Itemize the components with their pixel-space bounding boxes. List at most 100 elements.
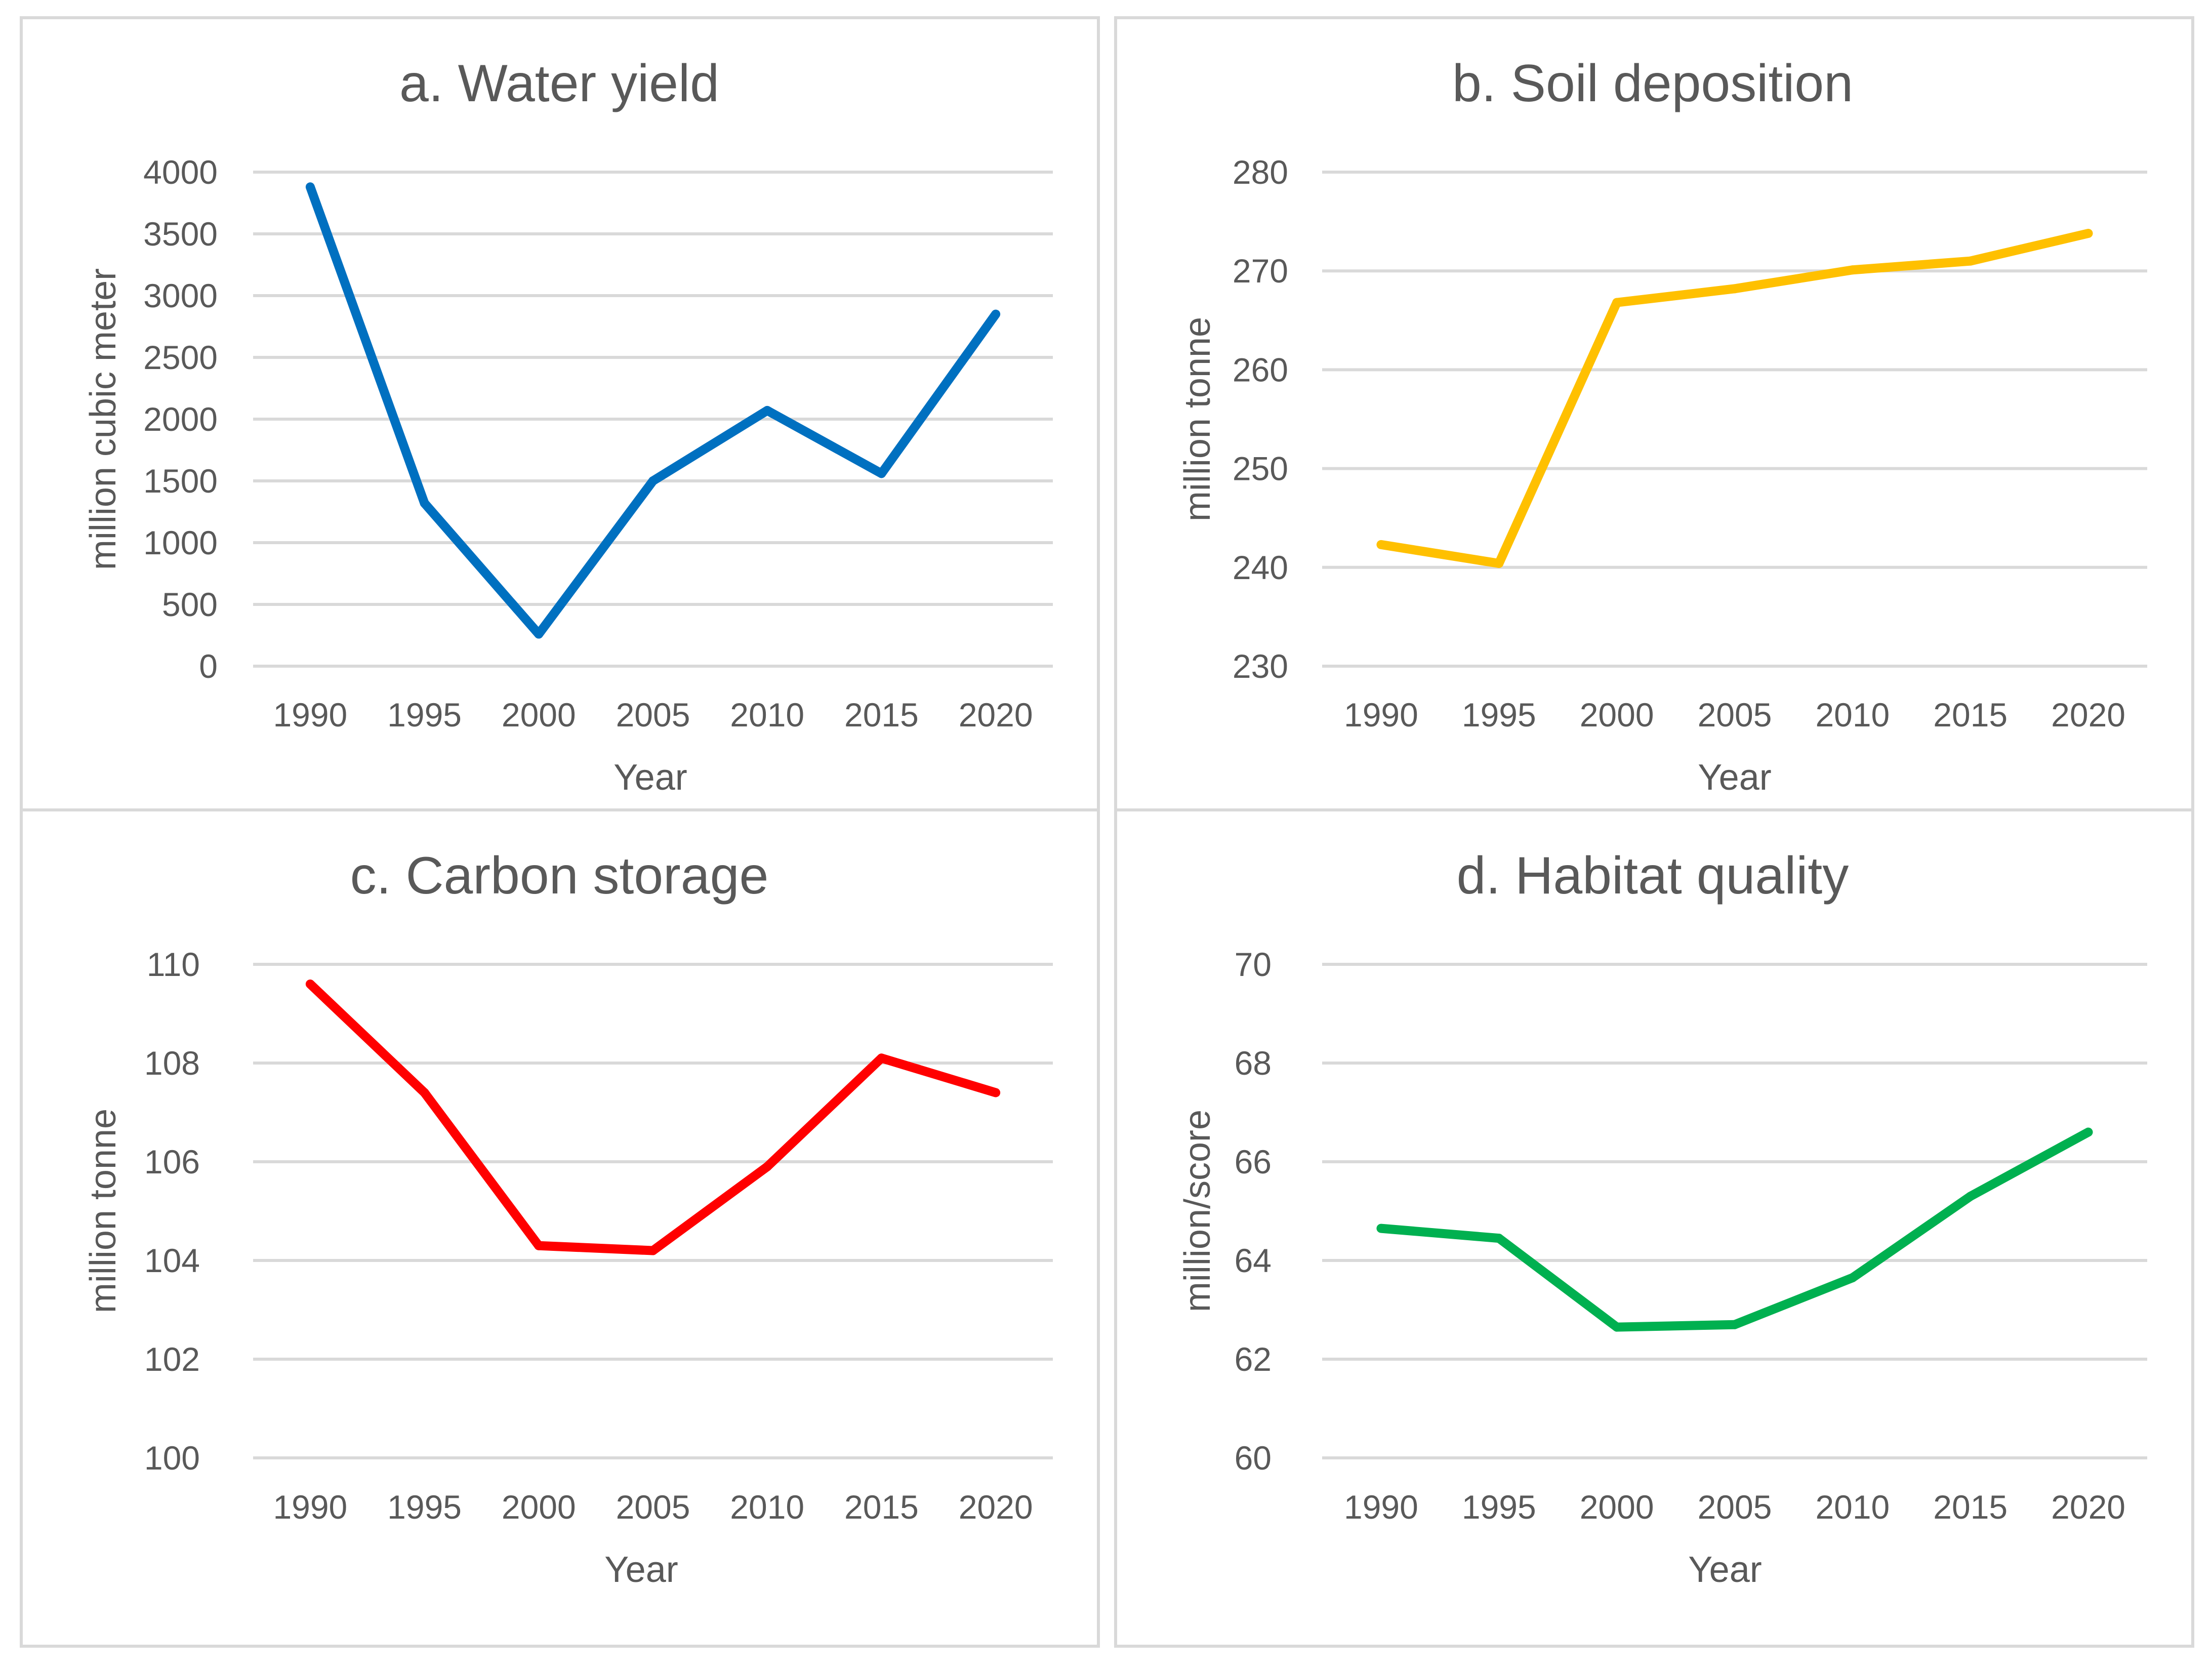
- y-tick-label: 64: [1235, 1242, 1272, 1279]
- line-segment-2015-2020: [1965, 229, 2093, 266]
- x-tick-label: 2015: [844, 696, 919, 733]
- y-tick-label: 280: [1233, 153, 1288, 191]
- series-habitat-quality: [1376, 1127, 2093, 1332]
- line-segment-1995-2000: [420, 1088, 544, 1250]
- x-tick-label: 1990: [273, 696, 347, 733]
- y-tick-label: 240: [1233, 549, 1288, 586]
- y-tick-label: 2000: [143, 400, 218, 438]
- x-tick-label: 1995: [387, 696, 462, 733]
- line-segment-2000-2005: [1612, 1320, 1739, 1332]
- line-segment-1995-2000: [1494, 298, 1622, 568]
- x-tick-label: 2010: [730, 696, 804, 733]
- y-tick-label: 100: [144, 1439, 200, 1477]
- chart-frame: [1114, 808, 2194, 1648]
- line-segment-2010-2015: [1848, 1192, 1975, 1283]
- line-segment-1990-1995: [1376, 1224, 1504, 1243]
- x-axis-title: Year: [604, 1550, 678, 1590]
- series-water-yield: [305, 182, 1001, 639]
- y-tick-label: 1000: [143, 524, 218, 561]
- y-tick-label: 62: [1235, 1340, 1272, 1378]
- x-axis-title: Year: [1698, 757, 1771, 798]
- x-tick-label: 2000: [1580, 1488, 1654, 1526]
- chart-title: d. Habitat quality: [1457, 846, 1849, 905]
- y-tick-label: 500: [162, 586, 218, 623]
- x-tick-label: 2020: [959, 696, 1033, 733]
- line-segment-1990-1995: [305, 182, 429, 508]
- x-tick-label: 2000: [502, 1488, 576, 1526]
- y-tick-label: 2500: [143, 339, 218, 376]
- series-carbon-storage: [305, 980, 1001, 1255]
- x-tick-label: 2020: [959, 1488, 1033, 1526]
- x-tick-label: 2010: [1815, 696, 1890, 733]
- x-tick-label: 2000: [1580, 696, 1654, 733]
- x-tick-label: 2020: [2051, 1488, 2125, 1526]
- line-segment-2000-2005: [1612, 284, 1739, 307]
- line-segment-2010-2015: [1848, 256, 1975, 275]
- x-tick-label: 2010: [730, 1488, 804, 1526]
- y-tick-label: 1500: [143, 462, 218, 500]
- y-tick-label: 108: [144, 1044, 200, 1082]
- line-segment-1995-2000: [1494, 1234, 1622, 1332]
- x-axis-title: Year: [1688, 1550, 1762, 1590]
- x-axis-title: Year: [613, 757, 687, 798]
- line-segment-2005-2010: [1730, 265, 1857, 294]
- x-tick-label: 1995: [387, 1488, 462, 1526]
- y-tick-label: 4000: [143, 153, 218, 191]
- chart-frame: [1114, 16, 2194, 811]
- y-axis-title: million cubic meter: [83, 268, 124, 570]
- y-axis-title: million tonne: [1177, 317, 1218, 521]
- x-tick-label: 2005: [616, 696, 690, 733]
- panel-habitat-quality: 60 62 64 66 68 70 1990 1995 2000 2005 2010 2015 2020…: [1114, 808, 2194, 1648]
- chart-title: c. Carbon storage: [350, 846, 769, 905]
- x-tick-label: 2020: [2051, 696, 2125, 733]
- line-segment-1995-2000: [420, 498, 544, 639]
- y-tick-label: 0: [199, 647, 218, 685]
- panel-water-yield: 0 500 1000 1500 2000 2500 3000 3500 4000 1990 1995…: [20, 16, 1100, 811]
- line-segment-2015-2020: [877, 1053, 1001, 1097]
- y-axis-title: million/score: [1177, 1110, 1218, 1312]
- x-tick-label: 2005: [1698, 1488, 1772, 1526]
- y-tick-label: 3500: [143, 215, 218, 253]
- y-tick-label: 102: [144, 1340, 200, 1378]
- panel-carbon-storage: 100 102 104 106 108 110 1990 1995 2000 2005 2010 20…: [20, 808, 1100, 1648]
- panel-soil-deposition: 230 240 250 260 270 280 1990 1995 2000 2005 2010 20…: [1114, 16, 2194, 811]
- x-tick-label: 1990: [1344, 1488, 1418, 1526]
- line-segment-1990-1995: [1376, 540, 1504, 568]
- y-tick-label: 70: [1235, 946, 1272, 983]
- line-segment-2005-2010: [648, 405, 772, 485]
- y-tick-label: 66: [1235, 1143, 1272, 1180]
- line-segment-2010-2015: [762, 405, 886, 478]
- y-axis-title: million tonne: [83, 1109, 124, 1313]
- line-segment-1990-1995: [305, 980, 429, 1097]
- y-tick-label: 260: [1233, 351, 1288, 388]
- y-tick-label: 230: [1233, 647, 1288, 685]
- line-segment-2015-2020: [1965, 1127, 2093, 1201]
- line-segment-2000-2005: [534, 1241, 658, 1255]
- line-segment-2005-2010: [1730, 1273, 1857, 1329]
- chart-title: a. Water yield: [399, 54, 719, 113]
- chart-title: b. Soil deposition: [1452, 54, 1853, 113]
- line-segment-2010-2015: [762, 1053, 886, 1171]
- x-tick-label: 2000: [502, 696, 576, 733]
- x-tick-label: 2005: [616, 1488, 690, 1526]
- line-segment-2015-2020: [877, 309, 1001, 478]
- line-segment-2000-2005: [534, 476, 658, 639]
- series-soil-deposition: [1376, 229, 2093, 568]
- y-tick-label: 270: [1233, 252, 1288, 290]
- y-tick-label: 250: [1233, 450, 1288, 487]
- line-segment-2005-2010: [648, 1162, 772, 1255]
- x-tick-label: 2015: [1933, 696, 2008, 733]
- chart-frame: [20, 808, 1100, 1648]
- x-tick-label: 2010: [1815, 1488, 1890, 1526]
- x-tick-label: 2015: [844, 1488, 919, 1526]
- x-tick-label: 1990: [1344, 696, 1418, 733]
- x-tick-label: 2015: [1933, 1488, 2008, 1526]
- y-tick-label: 3000: [143, 277, 218, 314]
- x-tick-label: 1995: [1462, 1488, 1536, 1526]
- y-tick-label: 104: [144, 1242, 200, 1279]
- y-tick-label: 110: [147, 946, 200, 983]
- x-tick-label: 1995: [1462, 696, 1536, 733]
- y-tick-label: 106: [144, 1143, 200, 1180]
- y-tick-label: 68: [1235, 1044, 1272, 1082]
